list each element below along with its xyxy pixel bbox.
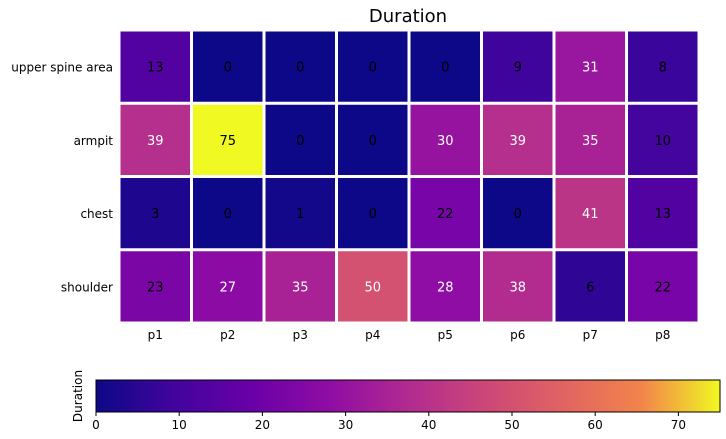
cell-value-label: 39 bbox=[509, 134, 526, 149]
colorbar-tick-label: 0 bbox=[92, 418, 100, 432]
cell-value-label: 3 bbox=[151, 207, 159, 222]
column-label: p4 bbox=[365, 328, 380, 342]
cell-value-label: 27 bbox=[219, 280, 236, 295]
colorbar: 0 10 20 30 40 50 60 70 Duration bbox=[71, 370, 721, 432]
row-labels: upper spine area armpit chest shoulder bbox=[11, 61, 113, 295]
heatmap-cell bbox=[193, 178, 263, 249]
heatmap-cell bbox=[265, 31, 335, 102]
colorbar-tick-label: 20 bbox=[255, 418, 270, 432]
heatmap-cell bbox=[628, 104, 698, 175]
cell-value-label: 13 bbox=[654, 207, 671, 222]
cell-value-label: 50 bbox=[364, 280, 381, 295]
heatmap-cell bbox=[338, 178, 408, 249]
cell-value-label: 0 bbox=[224, 207, 232, 222]
row-label: chest bbox=[80, 207, 113, 221]
heatmap-cell bbox=[120, 178, 190, 249]
heatmap-cell bbox=[555, 31, 625, 102]
heatmap-cell bbox=[265, 104, 335, 175]
heatmap-cells bbox=[120, 31, 698, 322]
heatmap-cell bbox=[555, 178, 625, 249]
heatmap-cell bbox=[483, 251, 553, 322]
heatmap-cell bbox=[338, 31, 408, 102]
heatmap-cell bbox=[483, 178, 553, 249]
cell-value-label: 1 bbox=[296, 207, 304, 222]
cell-value-label: 35 bbox=[292, 280, 309, 295]
heatmap-cell bbox=[555, 104, 625, 175]
heatmap-cell bbox=[483, 31, 553, 102]
chart-title: Duration bbox=[369, 6, 447, 27]
heatmap-cell bbox=[120, 251, 190, 322]
column-labels: p1 p2 p3 p4 p5 p6 p7 p8 bbox=[148, 328, 671, 342]
heatmap-cell bbox=[120, 31, 190, 102]
cell-value-label: 41 bbox=[582, 207, 599, 222]
heatmap-cell bbox=[628, 31, 698, 102]
heatmap-cell bbox=[338, 251, 408, 322]
heatmap-cell bbox=[193, 31, 263, 102]
heatmap-cell bbox=[628, 178, 698, 249]
column-label: p7 bbox=[583, 328, 598, 342]
row-label: shoulder bbox=[61, 280, 113, 294]
heatmap-cell bbox=[410, 251, 480, 322]
column-label: p3 bbox=[293, 328, 308, 342]
colorbar-label: Duration bbox=[71, 370, 85, 422]
heatmap-cell bbox=[338, 104, 408, 175]
cell-value-label: 6 bbox=[586, 280, 594, 295]
row-label: armpit bbox=[74, 134, 114, 148]
cell-value-label: 22 bbox=[654, 280, 671, 295]
cell-value-label: 35 bbox=[582, 134, 599, 149]
heatmap-cell bbox=[410, 31, 480, 102]
cell-value-label: 38 bbox=[509, 280, 526, 295]
cell-value-label: 0 bbox=[369, 207, 377, 222]
cell-value-label: 23 bbox=[147, 280, 164, 295]
cell-value-label: 28 bbox=[437, 280, 454, 295]
heatmap-cell bbox=[265, 251, 335, 322]
cell-value-label: 39 bbox=[147, 134, 164, 149]
colorbar-ticks: 0 10 20 30 40 50 60 70 bbox=[92, 412, 686, 432]
column-label: p6 bbox=[510, 328, 525, 342]
colorbar-tick-label: 50 bbox=[504, 418, 519, 432]
row-label: upper spine area bbox=[11, 61, 113, 75]
colorbar-tick-label: 10 bbox=[172, 418, 187, 432]
column-label: p1 bbox=[148, 328, 163, 342]
colorbar-tick-label: 40 bbox=[421, 418, 436, 432]
cell-value-label: 0 bbox=[441, 61, 449, 76]
column-label: p2 bbox=[220, 328, 235, 342]
cell-value-label: 22 bbox=[437, 207, 454, 222]
cell-value-label: 13 bbox=[147, 61, 164, 76]
cell-value-label: 0 bbox=[514, 207, 522, 222]
cell-value-label: 31 bbox=[582, 61, 599, 76]
colorbar-tick-label: 70 bbox=[671, 418, 686, 432]
cell-value-label: 0 bbox=[369, 61, 377, 76]
cell-value-label: 10 bbox=[654, 134, 671, 149]
column-label: p5 bbox=[438, 328, 453, 342]
colorbar-tick-label: 60 bbox=[588, 418, 603, 432]
cell-value-label: 75 bbox=[219, 134, 236, 149]
heatmap-cell bbox=[628, 251, 698, 322]
heatmap-cell bbox=[265, 178, 335, 249]
cell-value-label: 0 bbox=[224, 61, 232, 76]
colorbar-gradient bbox=[95, 379, 721, 413]
cell-value-label: 9 bbox=[514, 61, 522, 76]
heatmap-cell bbox=[483, 104, 553, 175]
heatmap-cell bbox=[410, 104, 480, 175]
heatmap-cell bbox=[120, 104, 190, 175]
cell-value-label: 30 bbox=[437, 134, 454, 149]
cell-value-label: 8 bbox=[659, 61, 667, 76]
cell-value-label: 0 bbox=[296, 61, 304, 76]
heatmap-cell bbox=[555, 251, 625, 322]
cell-value-label: 0 bbox=[369, 134, 377, 149]
cell-value-label: 0 bbox=[296, 134, 304, 149]
heatmap-cell bbox=[410, 178, 480, 249]
column-label: p8 bbox=[655, 328, 670, 342]
heatmap-cell bbox=[193, 104, 263, 175]
heatmap-cell bbox=[193, 251, 263, 322]
colorbar-tick-label: 30 bbox=[338, 418, 353, 432]
